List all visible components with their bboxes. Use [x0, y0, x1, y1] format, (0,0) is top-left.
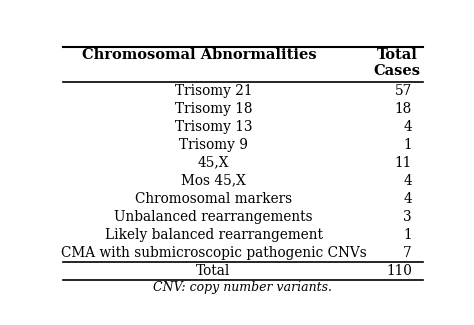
Text: 1: 1	[403, 228, 412, 242]
Text: CMA with submicroscopic pathogenic CNVs: CMA with submicroscopic pathogenic CNVs	[61, 246, 366, 260]
Text: 7: 7	[403, 246, 412, 260]
Text: Trisomy 9: Trisomy 9	[179, 137, 248, 151]
Text: CNV: copy number variants.: CNV: copy number variants.	[154, 281, 332, 294]
Text: 18: 18	[395, 102, 412, 116]
Text: 4: 4	[403, 174, 412, 188]
Text: Unbalanced rearrangements: Unbalanced rearrangements	[114, 210, 313, 224]
Text: Trisomy 21: Trisomy 21	[175, 84, 252, 98]
Text: 45,X: 45,X	[198, 156, 229, 170]
Text: Trisomy 13: Trisomy 13	[175, 120, 252, 134]
Text: Trisomy 18: Trisomy 18	[175, 102, 252, 116]
Text: 4: 4	[403, 192, 412, 206]
Text: Mos 45,X: Mos 45,X	[181, 174, 246, 188]
Text: 110: 110	[386, 264, 412, 278]
Text: Likely balanced rearrangement: Likely balanced rearrangement	[105, 228, 322, 242]
Text: 4: 4	[403, 120, 412, 134]
Text: 57: 57	[395, 84, 412, 98]
Text: Total
Cases: Total Cases	[374, 48, 421, 78]
Text: 11: 11	[395, 156, 412, 170]
Text: Chromosomal markers: Chromosomal markers	[135, 192, 292, 206]
Text: 3: 3	[403, 210, 412, 224]
Text: 1: 1	[403, 137, 412, 151]
Text: Chromosomal Abnormalities: Chromosomal Abnormalities	[82, 48, 316, 62]
Text: Total: Total	[196, 264, 231, 278]
